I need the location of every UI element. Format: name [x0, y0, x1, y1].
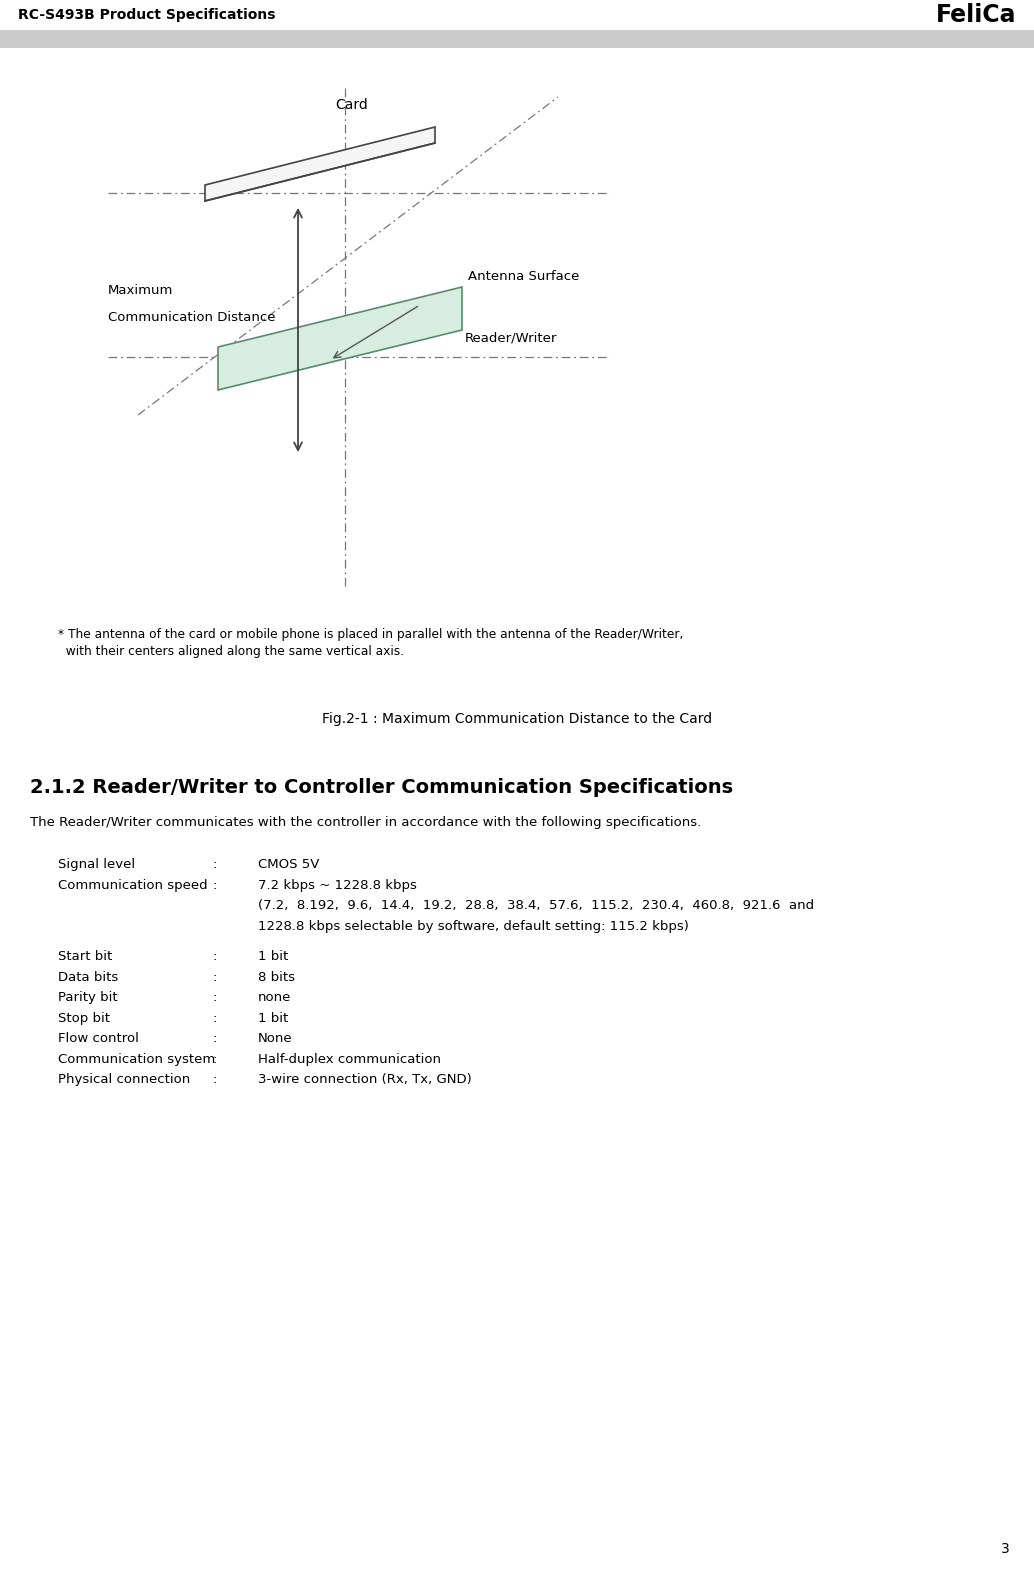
Text: Antenna Surface: Antenna Surface — [468, 270, 579, 282]
Text: * The antenna of the card or mobile phone is placed in parallel with the antenna: * The antenna of the card or mobile phon… — [58, 628, 683, 641]
Text: The Reader/Writer communicates with the controller in accordance with the follow: The Reader/Writer communicates with the … — [30, 816, 701, 828]
Text: 8 bits: 8 bits — [258, 970, 295, 983]
Text: Stop bit: Stop bit — [58, 1011, 110, 1024]
Text: 1228.8 kbps selectable by software, default setting: 115.2 kbps): 1228.8 kbps selectable by software, defa… — [258, 920, 689, 933]
Text: none: none — [258, 991, 292, 1004]
Text: Fig.2-1 : Maximum Communication Distance to the Card: Fig.2-1 : Maximum Communication Distance… — [322, 712, 712, 726]
Text: Communication Distance: Communication Distance — [108, 311, 275, 323]
Text: Physical connection: Physical connection — [58, 1073, 190, 1086]
Text: 3-wire connection (Rx, Tx, GND): 3-wire connection (Rx, Tx, GND) — [258, 1073, 472, 1086]
Text: None: None — [258, 1032, 293, 1045]
Text: Parity bit: Parity bit — [58, 991, 118, 1004]
Text: :: : — [213, 858, 217, 871]
Text: 1 bit: 1 bit — [258, 1011, 288, 1024]
Text: Communication speed: Communication speed — [58, 879, 208, 892]
Polygon shape — [218, 287, 462, 390]
Text: with their centers aligned along the same vertical axis.: with their centers aligned along the sam… — [58, 645, 404, 658]
Text: CMOS 5V: CMOS 5V — [258, 858, 320, 871]
Text: Reader/Writer: Reader/Writer — [465, 331, 557, 344]
Bar — [0, 30, 1034, 47]
Text: :: : — [213, 1073, 217, 1086]
Text: :: : — [213, 950, 217, 963]
Text: Start bit: Start bit — [58, 950, 113, 963]
Text: FeliCa: FeliCa — [936, 3, 1016, 27]
Text: Flow control: Flow control — [58, 1032, 139, 1045]
Text: :: : — [213, 991, 217, 1004]
Text: 3: 3 — [1001, 1542, 1010, 1556]
Text: Data bits: Data bits — [58, 970, 118, 983]
Text: Signal level: Signal level — [58, 858, 135, 871]
Text: 7.2 kbps ~ 1228.8 kbps: 7.2 kbps ~ 1228.8 kbps — [258, 879, 417, 892]
Text: :: : — [213, 1011, 217, 1024]
Text: (7.2,  8.192,  9.6,  14.4,  19.2,  28.8,  38.4,  57.6,  115.2,  230.4,  460.8,  : (7.2, 8.192, 9.6, 14.4, 19.2, 28.8, 38.4… — [258, 899, 814, 912]
Text: 2.1.2 Reader/Writer to Controller Communication Specifications: 2.1.2 Reader/Writer to Controller Commun… — [30, 778, 733, 797]
Bar — [0, 0, 1034, 30]
Text: :: : — [213, 879, 217, 892]
Text: Half-duplex communication: Half-duplex communication — [258, 1053, 440, 1065]
Polygon shape — [205, 126, 435, 200]
Text: :: : — [213, 1053, 217, 1065]
Text: :: : — [213, 1032, 217, 1045]
Text: 1 bit: 1 bit — [258, 950, 288, 963]
Text: Communication system: Communication system — [58, 1053, 215, 1065]
Text: Maximum: Maximum — [108, 284, 174, 297]
Text: RC-S493B Product Specifications: RC-S493B Product Specifications — [18, 8, 275, 22]
Text: :: : — [213, 970, 217, 983]
Text: Card: Card — [335, 98, 368, 112]
